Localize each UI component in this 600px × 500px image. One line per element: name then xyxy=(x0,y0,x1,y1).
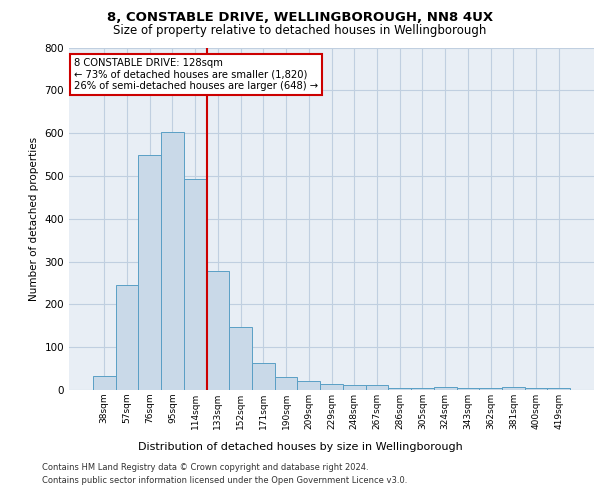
Text: Distribution of detached houses by size in Wellingborough: Distribution of detached houses by size … xyxy=(137,442,463,452)
Bar xyxy=(502,386,524,390)
Bar xyxy=(93,376,116,390)
Bar xyxy=(524,388,547,390)
Y-axis label: Number of detached properties: Number of detached properties xyxy=(29,136,39,301)
Bar xyxy=(457,388,479,390)
Text: Size of property relative to detached houses in Wellingborough: Size of property relative to detached ho… xyxy=(113,24,487,37)
Bar xyxy=(161,132,184,390)
Bar xyxy=(275,377,298,390)
Bar xyxy=(139,156,161,390)
Bar xyxy=(434,386,457,390)
Bar xyxy=(116,285,139,390)
Bar xyxy=(343,385,365,390)
Bar xyxy=(229,328,252,390)
Bar xyxy=(547,388,570,390)
Bar xyxy=(388,388,411,390)
Text: Contains public sector information licensed under the Open Government Licence v3: Contains public sector information licen… xyxy=(42,476,407,485)
Bar xyxy=(411,388,434,390)
Text: Contains HM Land Registry data © Crown copyright and database right 2024.: Contains HM Land Registry data © Crown c… xyxy=(42,464,368,472)
Bar xyxy=(206,271,229,390)
Bar xyxy=(298,382,320,390)
Bar xyxy=(479,388,502,390)
Bar xyxy=(365,385,388,390)
Bar xyxy=(184,179,206,390)
Bar xyxy=(252,364,275,390)
Bar xyxy=(320,384,343,390)
Text: 8 CONSTABLE DRIVE: 128sqm
← 73% of detached houses are smaller (1,820)
26% of se: 8 CONSTABLE DRIVE: 128sqm ← 73% of detac… xyxy=(74,58,319,91)
Text: 8, CONSTABLE DRIVE, WELLINGBOROUGH, NN8 4UX: 8, CONSTABLE DRIVE, WELLINGBOROUGH, NN8 … xyxy=(107,11,493,24)
